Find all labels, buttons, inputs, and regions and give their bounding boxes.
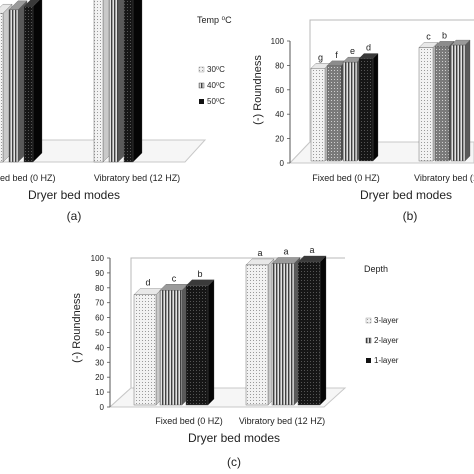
panel-a-panel-label: (a): [67, 209, 82, 223]
panel-b: 0 20 40 60 80 100 g f e d c b (-) Roundness Fixed …: [252, 19, 474, 223]
panel-c-bar: [159, 283, 189, 406]
panel-a-category-label-1: Vibratory bed (12 HZ): [94, 173, 180, 183]
panel-a-x-axis-title: Dryer bed modes: [28, 188, 120, 202]
panel-a-legend-label-0: 30⁰C: [207, 65, 225, 74]
panel-c-legend-swatch-1: [365, 337, 372, 344]
panel-c-legend-title: Depth: [364, 264, 388, 274]
panel-c-legend-label-0: 3-layer: [374, 316, 399, 325]
panel-b-y-tick-label: 40: [275, 110, 284, 119]
panel-c-y-tick-label: 80: [95, 284, 104, 293]
panel-a-legend-label-1: 40⁰C: [207, 81, 225, 90]
panel-c-y-tick-label: 20: [95, 373, 104, 382]
panel-c-bar: [245, 258, 275, 406]
panel-c-y-tick-label: 70: [95, 299, 104, 308]
panel-a-legend: 30⁰C 40⁰C 50⁰C: [198, 65, 225, 106]
panel-c-legend-label-1: 2-layer: [374, 336, 399, 345]
panel-c-bar: [185, 279, 215, 406]
panel-c-y-tick-label: 30: [95, 358, 104, 367]
panel-b-significance-letter: d: [366, 43, 371, 53]
panel-c-y-tick-label: 50: [95, 329, 104, 338]
panel-c-legend: 3-layer 2-layer 1-layer: [365, 316, 399, 365]
panel-a-category-label-0: ed bed (0 HZ): [0, 173, 56, 183]
panel-c-y-tick-label: 60: [95, 314, 104, 323]
panel-c-y-tick-label: 40: [95, 343, 104, 352]
panel-c-significance-letter: a: [309, 245, 314, 255]
panel-c-panel-label: (c): [227, 455, 241, 469]
panel-b-panel-label: (b): [403, 209, 418, 223]
panel-c-significance-letter: b: [197, 269, 202, 279]
panel-c-y-tick-label: 0: [100, 403, 105, 412]
panel-b-significance-letter: g: [318, 52, 323, 62]
panel-b-y-tick-label: 20: [275, 135, 284, 144]
panel-c-category-label-0: Fixed bed (0 HZ): [155, 416, 223, 426]
panel-c-x-axis-title: Dryer bed modes: [188, 431, 280, 445]
panel-b-x-axis-title: Dryer bed modes: [360, 188, 452, 202]
panel-b-significance-letter: f: [335, 50, 338, 60]
panel-c-category-label-1: Vibratory bed (12 HZ): [239, 416, 325, 426]
panel-c-legend-swatch-2: [366, 358, 371, 363]
panel-a-legend-title: Temp ⁰C: [197, 15, 232, 25]
panel-c-significance-letter: c: [172, 273, 177, 283]
panel-b-y-tick-label: 80: [275, 61, 284, 70]
panel-c-significance-letter: d: [145, 278, 150, 288]
panel-c-y-tick-label: 100: [91, 254, 105, 263]
panel-a-legend-swatch-1: [198, 82, 205, 89]
panel-b-significance-letter: e: [350, 46, 355, 56]
panel-b-bar: [450, 39, 471, 162]
panel-b-significance-letter: c: [426, 32, 431, 42]
panel-c-legend-swatch-0: [365, 317, 372, 324]
panel-c-bar: [297, 255, 327, 406]
panel-c: 0 10 20 30 40 50 60 70 80 90 100 d c b a a a (-) Roundn…: [71, 245, 399, 469]
panel-a-bar: [23, 0, 43, 163]
panel-a-bar: [123, 0, 143, 163]
panel-a-legend-swatch-2: [199, 99, 204, 104]
panel-c-y-axis-title: (-) Roundness: [71, 293, 83, 363]
panel-c-bar: [133, 288, 163, 406]
panel-c-y-tick-label: 10: [95, 388, 104, 397]
panel-a-legend-label-2: 50⁰C: [207, 97, 225, 106]
panel-b-category-label-0: Fixed bed (0 HZ): [312, 173, 380, 183]
panel-a-legend-swatch-0: [198, 66, 205, 73]
panel-b-y-tick-label: 60: [275, 86, 284, 95]
panel-b-y-tick-label: 0: [280, 159, 285, 168]
panel-b-bar: [358, 53, 379, 162]
panel-c-legend-label-2: 1-layer: [374, 356, 399, 365]
panel-c-significance-letter: a: [257, 248, 262, 258]
panel-b-significance-letter: b: [442, 30, 447, 40]
panel-b-y-axis-title: (-) Roundness: [252, 55, 264, 125]
panel-c-bar: [271, 257, 301, 406]
panel-c-y-tick-label: 90: [95, 269, 104, 278]
panel-c-significance-letter: a: [283, 246, 288, 256]
panel-b-y-tick-label: 100: [271, 37, 285, 46]
panel-b-category-label-1: Vibratory bed (12 H: [414, 173, 474, 183]
